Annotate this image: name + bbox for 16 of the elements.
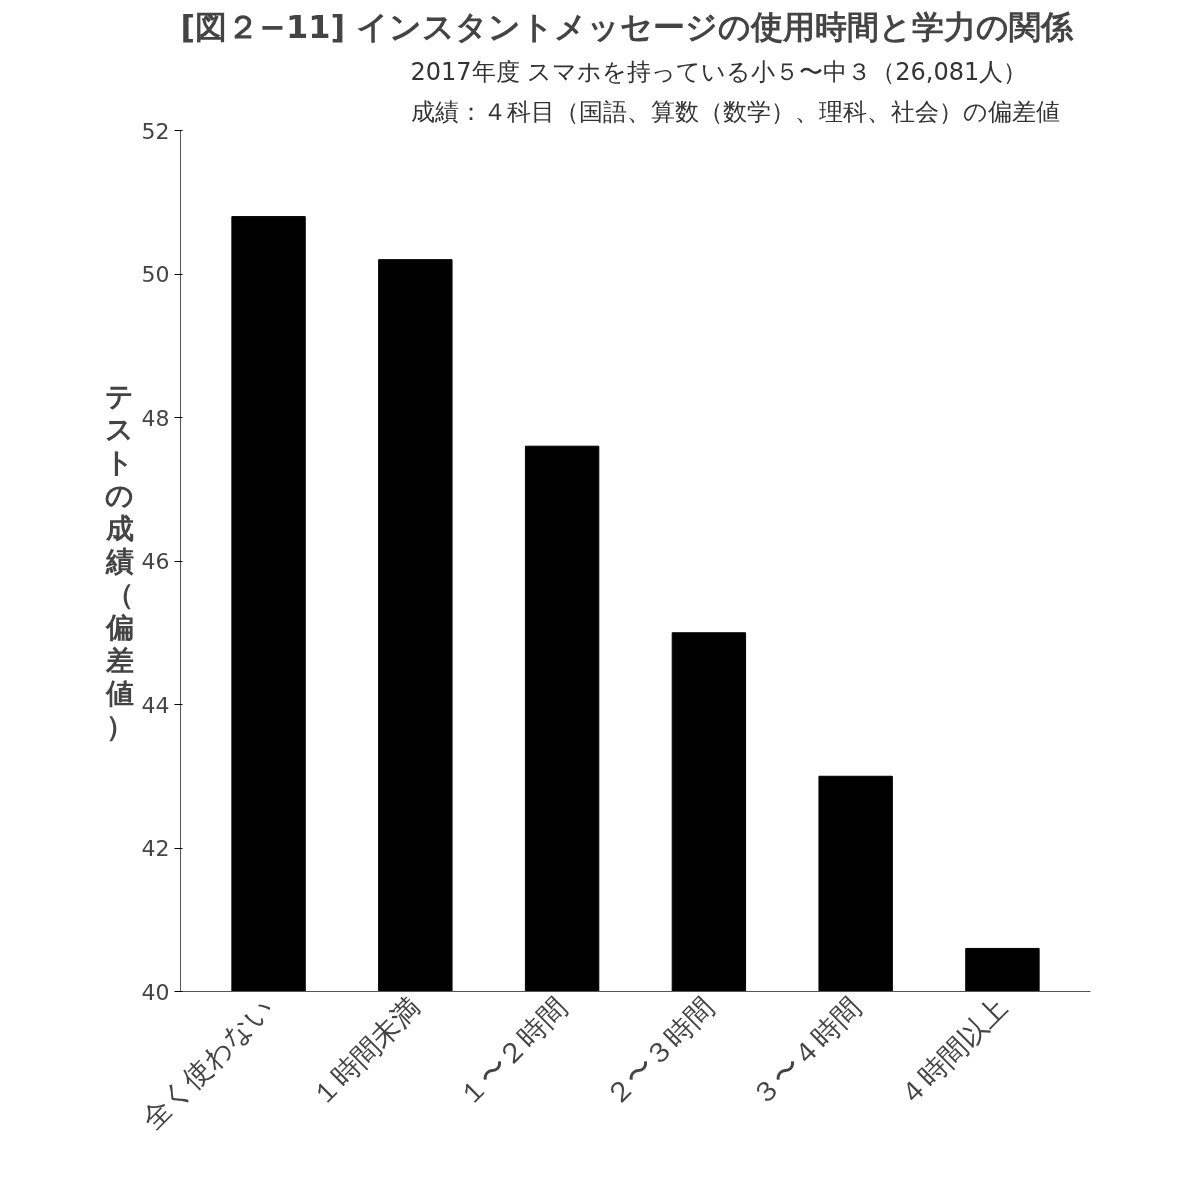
text: テストの成績（偏差値）	[104, 379, 134, 743]
y-tick-label: 42	[141, 836, 170, 861]
y-tick-label: 40	[141, 979, 170, 1005]
y-tick-label: 48	[141, 405, 170, 431]
y-tick-label: 52	[141, 118, 170, 144]
y-tick-label: 46	[141, 549, 170, 574]
x-tick-label: １時間未満	[304, 990, 427, 1114]
text: 2017年度 スマホを持っている小５〜中３（26,081人）	[410, 57, 1028, 86]
x-tick-label: ２〜３時間	[598, 990, 721, 1114]
y-tick-label: 44	[141, 692, 170, 718]
y-tick-label: 50	[141, 262, 170, 287]
x-tick-label: ４時間以上	[891, 990, 1015, 1114]
x-tick-label: ３〜４時間	[744, 990, 868, 1114]
x-tick-label: １〜２時間	[451, 990, 574, 1114]
chart-title: [図２−11] インスタントメッセージの使用時間と学力の関係	[180, 7, 1075, 46]
text: 成績：４科目（国語、算数（数学）、理科、社会）の偏差値	[410, 97, 1060, 126]
